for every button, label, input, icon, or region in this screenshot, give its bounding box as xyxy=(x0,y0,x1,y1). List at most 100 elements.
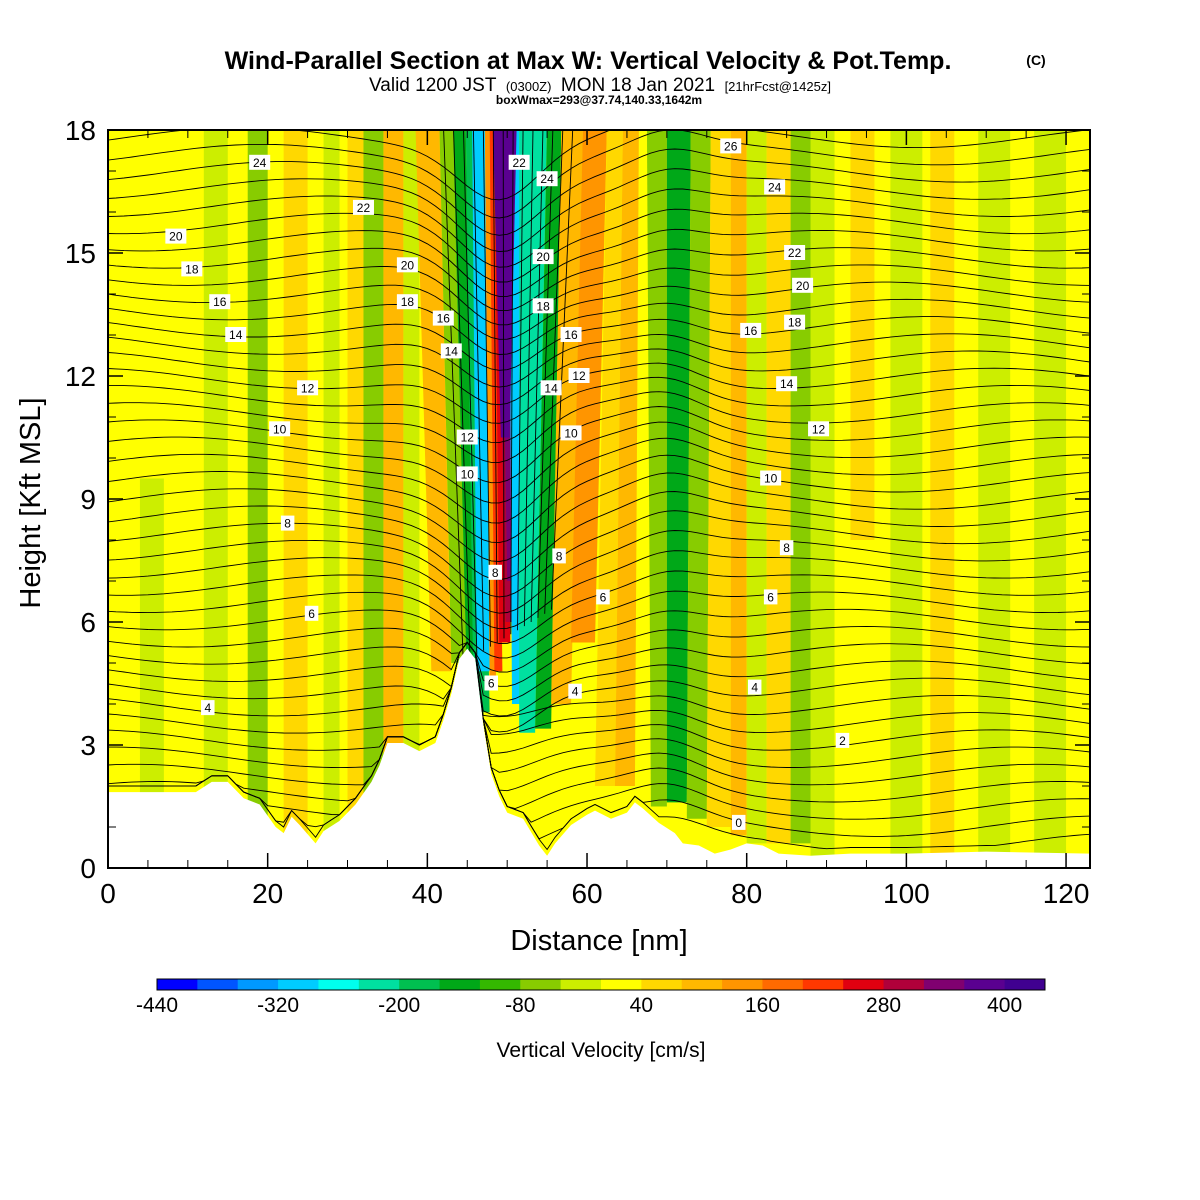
velocity-band xyxy=(978,130,1011,868)
colorbar-tick-label: -320 xyxy=(257,994,299,1017)
colorbar-tick-label: 400 xyxy=(987,994,1022,1017)
colorbar-swatch xyxy=(520,979,562,990)
contour-labels: 2422201816141210864201816141210862224201… xyxy=(165,138,850,830)
isentrope-line xyxy=(108,641,1090,735)
contour-label-text: 18 xyxy=(401,295,415,309)
contour-label-text: 16 xyxy=(213,295,227,309)
isentrope-line xyxy=(443,130,464,664)
isentrope-line xyxy=(108,437,1090,524)
contour-label-bg xyxy=(764,179,786,195)
contour-label-text: 8 xyxy=(492,566,499,580)
isentrope-line xyxy=(108,641,1090,792)
contour-label-text: 16 xyxy=(564,328,578,342)
contour-label: 8 xyxy=(488,564,502,580)
contour-label-bg xyxy=(552,548,566,564)
y-tick-label: 0 xyxy=(80,853,96,884)
contour-label: 20 xyxy=(792,277,814,293)
contour-label: 12 xyxy=(808,421,830,437)
isentrope-line xyxy=(108,641,1090,773)
contour-label: 4 xyxy=(747,679,762,695)
contour-label-bg xyxy=(181,261,203,277)
isentrope-line xyxy=(108,641,1090,754)
velocity-plume xyxy=(666,130,691,803)
colorbar-swatch xyxy=(923,979,965,990)
colorbar-tick-label: 40 xyxy=(630,994,653,1017)
velocity-band xyxy=(247,130,268,868)
contour-label-text: 24 xyxy=(253,156,267,170)
isentrope-line xyxy=(108,316,1090,371)
isentrope-line xyxy=(108,333,1090,388)
contour-label: 10 xyxy=(456,466,478,482)
contour-label-text: 10 xyxy=(273,422,287,436)
contour-label: 6 xyxy=(763,589,778,605)
contour-label: 4 xyxy=(201,700,215,716)
contour-label-bg xyxy=(249,154,271,170)
chart-subtitle: Valid 1200 JST (0300Z) MON 18 Jan 2021 [… xyxy=(369,75,831,96)
contour-label-text: 6 xyxy=(767,590,774,604)
contour-label-bg xyxy=(304,605,319,621)
contour-label-text: 18 xyxy=(788,316,802,330)
contour-label: 24 xyxy=(536,171,558,187)
contour-label: 22 xyxy=(352,199,374,215)
contour-label-bg xyxy=(456,466,478,482)
contour-label-text: 8 xyxy=(556,549,563,563)
x-tick-label: 80 xyxy=(731,878,762,909)
contour-label-bg xyxy=(568,683,582,699)
contour-label-bg xyxy=(747,679,762,695)
contour-label: 14 xyxy=(776,376,798,392)
isentrope-line xyxy=(108,208,1090,283)
contour-label-bg xyxy=(209,294,231,310)
isentrope-line xyxy=(537,130,554,618)
colorbar-swatch xyxy=(722,979,763,990)
contour-label-text: 10 xyxy=(764,472,778,486)
contour-label-bg xyxy=(560,327,582,342)
contour-label-bg xyxy=(432,310,454,326)
contour-label: 12 xyxy=(297,380,319,396)
valid-prefix: Valid 1200 JST xyxy=(369,75,497,96)
y-axis-label: Height [Kft MSL] xyxy=(15,397,47,608)
isentrope-line xyxy=(108,641,1090,840)
y-tick-label: 15 xyxy=(65,238,96,269)
isentrope-line xyxy=(108,188,1090,268)
velocity-plume xyxy=(746,130,767,844)
contour-label-text: 10 xyxy=(461,467,475,481)
contour-label-text: 14 xyxy=(780,377,794,391)
velocity-band xyxy=(363,130,384,868)
contour-label: 18 xyxy=(532,298,554,314)
isentrope-line xyxy=(108,148,1090,236)
isentrope-line xyxy=(108,264,1090,326)
isentrope-line xyxy=(108,454,1090,544)
valid-utc: (0300Z) xyxy=(506,79,552,94)
contour-label: 18 xyxy=(181,261,203,277)
forecast-info: [21hrFcst@1425z] xyxy=(725,79,831,94)
isentrope-line xyxy=(108,641,1090,702)
contour-label-text: 0 xyxy=(735,816,742,830)
isentrope-line xyxy=(108,130,1090,201)
y-tick-label: 3 xyxy=(80,730,96,761)
plot-area: 2422201816141210864201816141210862224201… xyxy=(108,130,1090,868)
contour-label: 16 xyxy=(209,294,231,310)
y-tick-label: 6 xyxy=(80,607,96,638)
contour-label-bg xyxy=(540,380,562,396)
contour-label: 24 xyxy=(764,179,786,195)
contour-label-bg xyxy=(532,298,554,314)
contour-label-text: 10 xyxy=(564,426,578,440)
isentrope-line xyxy=(463,130,478,655)
velocity-plume xyxy=(519,130,547,733)
isentrope-contours xyxy=(108,130,1090,851)
isentrope-line xyxy=(108,550,1090,630)
velocity-field xyxy=(139,130,1067,868)
contour-label-text: 22 xyxy=(512,156,526,170)
contour-label-text: 4 xyxy=(204,701,211,715)
contour-label: 2 xyxy=(835,732,850,748)
contour-label-bg xyxy=(508,154,530,170)
isentrope-line xyxy=(502,130,505,639)
isentrope-line xyxy=(108,491,1090,581)
isentrope-line xyxy=(108,608,1090,673)
colorbar-swatch xyxy=(1004,979,1046,990)
contour-label-bg xyxy=(760,470,782,486)
x-tick-label: 100 xyxy=(883,878,930,909)
contour-label-text: 6 xyxy=(308,607,315,621)
